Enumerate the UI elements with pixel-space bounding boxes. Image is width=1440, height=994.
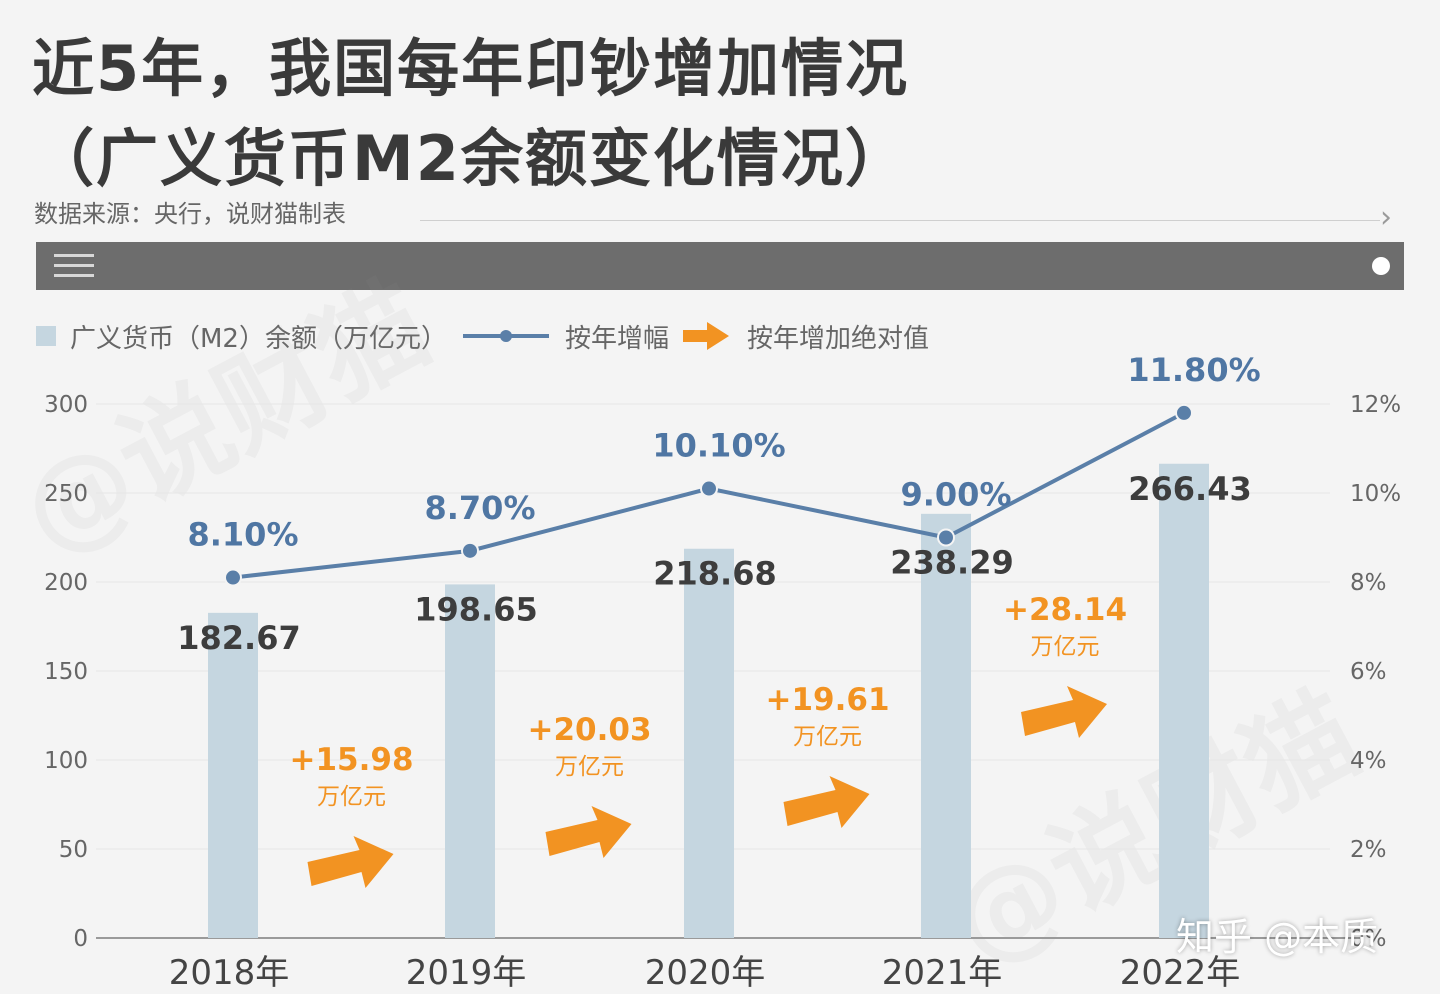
- value-label: 266.43: [1128, 470, 1251, 508]
- legend-bar-label: 广义货币（M2）余额（万亿元）: [70, 323, 447, 354]
- y-tick-label: 0: [73, 926, 88, 952]
- divider: [420, 220, 1380, 221]
- y-tick-label: 100: [44, 748, 88, 774]
- y2-tick-label: 8%: [1350, 570, 1387, 596]
- x-tick-label: 2019年: [406, 953, 527, 989]
- chart-legend: 广义货币（M2）余额（万亿元） 按年增幅 按年增加绝对值: [36, 318, 943, 354]
- y2-tick-label: 6%: [1350, 659, 1387, 685]
- increment-value: +20.03: [527, 712, 651, 748]
- line-point: [700, 479, 718, 498]
- y-tick-label: 50: [59, 837, 88, 863]
- pct-label: 8.10%: [187, 516, 298, 554]
- arrow-right-icon: [1021, 686, 1107, 738]
- pct-label: 11.80%: [1127, 351, 1260, 389]
- value-label: 198.65: [414, 590, 537, 628]
- menu-icon[interactable]: [54, 254, 94, 278]
- y2-tick-label: 10%: [1350, 481, 1401, 507]
- zhihu-watermark: 知乎 @本质: [1176, 915, 1379, 959]
- bar-swatch-icon: [36, 326, 56, 346]
- arrow-right-icon: [783, 776, 870, 828]
- line-point: [937, 528, 955, 547]
- increment-value: +19.61: [765, 682, 889, 718]
- value-label: 218.68: [653, 555, 776, 593]
- chart-title: 近5年，我国每年印钞增加情况: [32, 32, 910, 105]
- line-point: [461, 541, 479, 560]
- y2-tick-label: 2%: [1350, 837, 1387, 863]
- legend-item-arrow: 按年增加绝对值: [683, 318, 929, 355]
- increment-unit: 万亿元: [1031, 634, 1100, 660]
- legend-item-line: 按年增幅: [461, 318, 669, 355]
- increment-unit: 万亿元: [793, 724, 862, 750]
- x-tick-label: 2018年: [169, 953, 290, 989]
- bar: [208, 612, 258, 938]
- pct-label: 9.00%: [900, 476, 1011, 514]
- y2-tick-label: 12%: [1350, 392, 1401, 418]
- legend-item-bar: 广义货币（M2）余额（万亿元）: [36, 318, 447, 355]
- x-tick-label: 2021年: [882, 953, 1003, 989]
- increment-unit: 万亿元: [555, 754, 624, 780]
- arrow-right-icon: [307, 836, 394, 888]
- pct-label: 8.70%: [424, 489, 535, 527]
- y2-tick-label: 4%: [1350, 748, 1387, 774]
- arrow-right-icon: [683, 322, 729, 350]
- line-point: [224, 568, 242, 587]
- line-point: [1175, 403, 1193, 422]
- legend-arrow-label: 按年增加绝对值: [747, 323, 930, 354]
- toolbar: [36, 242, 1404, 290]
- increment-value: +15.98: [289, 742, 413, 778]
- pct-label: 10.10%: [652, 427, 785, 465]
- chevron-right-icon[interactable]: ›: [1380, 200, 1392, 235]
- y-tick-label: 200: [44, 570, 88, 596]
- line-marker-icon: [462, 330, 549, 342]
- increment-unit: 万亿元: [317, 784, 386, 810]
- y-tick-label: 150: [44, 659, 88, 685]
- value-label: 238.29: [890, 544, 1013, 582]
- value-label: 182.67: [177, 619, 300, 657]
- y-tick-label: 250: [44, 481, 88, 507]
- increment-value: +28.14: [1003, 592, 1127, 628]
- arrow-right-icon: [545, 806, 632, 858]
- x-tick-label: 2022年: [1120, 953, 1241, 989]
- x-tick-label: 2020年: [645, 953, 766, 989]
- legend-line-label: 按年增幅: [564, 323, 669, 354]
- chart-subtitle: （广义货币M2余额变化情况）: [32, 122, 909, 195]
- bar: [1159, 463, 1209, 938]
- data-source-note: 数据来源：央行，说财猫制表: [34, 200, 346, 228]
- bar: [921, 513, 971, 938]
- bar: [684, 548, 734, 938]
- y-tick-label: 300: [44, 392, 88, 418]
- dot-icon[interactable]: [1372, 257, 1390, 275]
- bar: [445, 584, 495, 938]
